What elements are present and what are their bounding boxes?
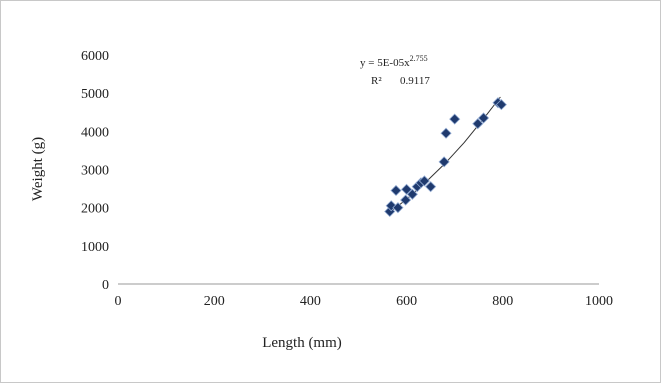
data-point [495, 99, 507, 111]
x-tick-label: 200 [204, 294, 225, 309]
data-point [418, 175, 430, 187]
y-tick-label: 6000 [81, 49, 109, 64]
r-squared-value: 0.9117 [400, 75, 430, 87]
data-points [384, 97, 507, 218]
x-tick-label: 1000 [585, 294, 613, 309]
x-tick-label: 0 [115, 294, 122, 309]
x-axis-title: Length (mm) [262, 335, 342, 351]
r-squared-label: R² [371, 75, 382, 87]
data-point [440, 127, 452, 139]
x-tick-label: 600 [396, 294, 417, 309]
y-tick-label: 4000 [81, 125, 109, 140]
data-point [400, 194, 412, 206]
data-point [449, 113, 461, 125]
data-point [401, 183, 413, 195]
data-point [390, 184, 402, 197]
x-tick-label: 800 [492, 294, 513, 309]
tick-labels: 0 1000 2000 3000 4000 5000 6000 0 200 400 600 800 10… [81, 49, 613, 309]
y-tick-label: 1000 [81, 240, 109, 255]
y-tick-label: 3000 [81, 164, 109, 179]
data-point [438, 156, 450, 168]
data-point [406, 188, 418, 200]
y-tick-label: 0 [102, 278, 109, 293]
data-point [392, 202, 404, 214]
y-axis-title: Weight (g) [30, 137, 46, 201]
trendline-exponent: 2.755 [410, 54, 428, 63]
data-point [472, 118, 484, 130]
data-point [477, 112, 490, 124]
x-tick-label: 400 [300, 294, 321, 309]
data-point [425, 181, 437, 193]
y-tick-label: 2000 [81, 202, 109, 217]
y-tick-label: 5000 [81, 87, 109, 102]
trendline-equation: y = 5E-05x2.755 [360, 54, 428, 69]
